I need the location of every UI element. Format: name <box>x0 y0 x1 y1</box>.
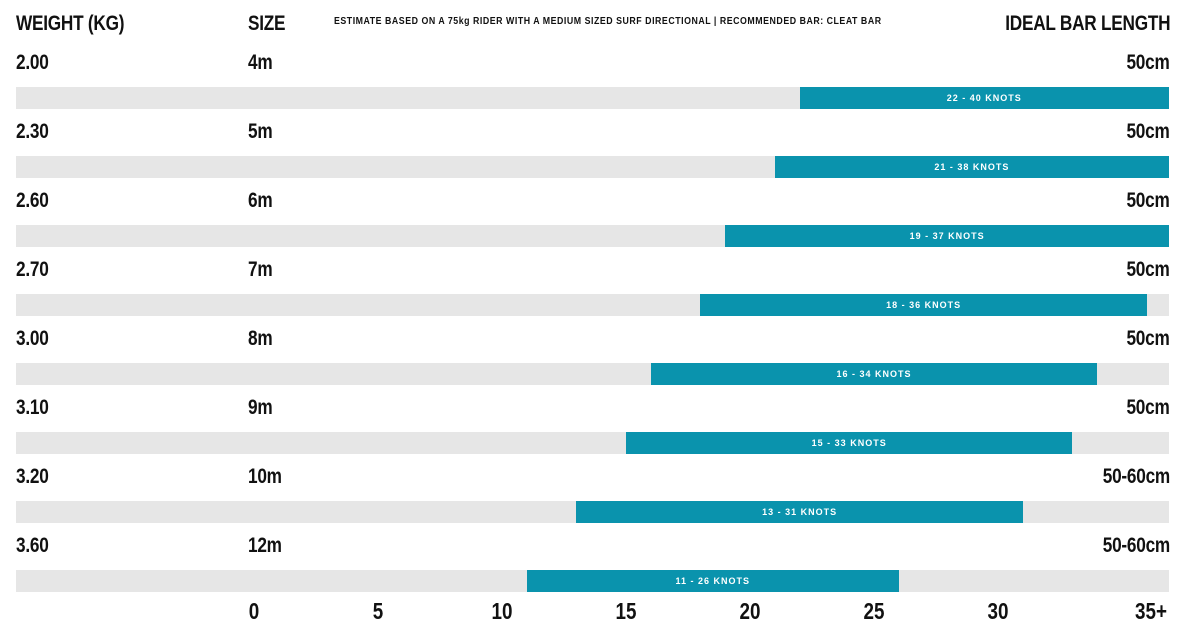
row-bar-length: 50cm <box>1126 258 1170 281</box>
x-tick-label: 30 <box>987 598 1009 624</box>
row-bar-length: 50-60cm <box>1102 534 1170 557</box>
wind-range-bar: 21 - 38 KNOTS <box>774 156 1169 178</box>
wind-range-bar: 22 - 40 KNOTS <box>799 87 1169 109</box>
x-tick-label: 0 <box>248 598 260 624</box>
row-size: 8m <box>248 327 273 350</box>
x-tick-label: 25 <box>863 598 885 624</box>
wind-range-label: 22 - 40 KNOTS <box>946 93 1022 103</box>
wind-range-label: 21 - 38 KNOTS <box>934 162 1010 172</box>
estimate-note: ESTIMATE BASED ON A 75kg RIDER WITH A ME… <box>334 16 882 27</box>
range-track: 19 - 37 KNOTS <box>16 225 1169 247</box>
wind-range-bar: 18 - 36 KNOTS <box>700 294 1147 316</box>
wind-range-label: 15 - 33 KNOTS <box>811 438 887 448</box>
range-track: 18 - 36 KNOTS <box>16 294 1169 316</box>
range-track: 11 - 26 KNOTS <box>16 570 1169 592</box>
row-size: 5m <box>248 120 273 143</box>
wind-range-label: 11 - 26 KNOTS <box>675 576 751 586</box>
x-tick-label: 15 <box>615 598 637 624</box>
wind-range-label: 13 - 31 KNOTS <box>762 507 838 517</box>
wind-range-label: 16 - 34 KNOTS <box>836 369 912 379</box>
x-tick-label: 5 <box>372 598 384 624</box>
row-bar-length: 50cm <box>1126 120 1170 143</box>
row-size: 7m <box>248 258 273 281</box>
range-track: 15 - 33 KNOTS <box>16 432 1169 454</box>
row-weight: 3.20 <box>16 465 49 488</box>
wind-range-bar: 15 - 33 KNOTS <box>626 432 1073 454</box>
range-track: 13 - 31 KNOTS <box>16 501 1169 523</box>
wind-range-label: 18 - 36 KNOTS <box>886 300 962 310</box>
row-weight: 3.10 <box>16 396 49 419</box>
row-size: 6m <box>248 189 273 212</box>
row-bar-length: 50cm <box>1126 189 1170 212</box>
wind-range-label: 19 - 37 KNOTS <box>909 231 985 241</box>
row-bar-length: 50cm <box>1126 396 1170 419</box>
x-tick-label: 20 <box>739 598 761 624</box>
row-weight: 2.60 <box>16 189 49 212</box>
row-bar-length: 50cm <box>1126 327 1170 350</box>
row-bar-length: 50-60cm <box>1102 465 1170 488</box>
wind-range-bar: 11 - 26 KNOTS <box>526 570 899 592</box>
row-size: 4m <box>248 51 273 74</box>
range-track: 22 - 40 KNOTS <box>16 87 1169 109</box>
bar-length-header: IDEAL BAR LENGTH <box>1004 12 1170 35</box>
wind-range-bar: 13 - 31 KNOTS <box>576 501 1023 523</box>
wind-range-bar: 19 - 37 KNOTS <box>725 225 1169 247</box>
x-tick-label: 10 <box>491 598 513 624</box>
row-weight: 3.60 <box>16 534 49 557</box>
row-weight: 2.70 <box>16 258 49 281</box>
row-weight: 2.30 <box>16 120 49 143</box>
size-header: SIZE <box>248 12 286 35</box>
row-size: 10m <box>248 465 282 488</box>
weight-header: WEIGHT (KG) <box>16 12 125 35</box>
row-weight: 3.00 <box>16 327 49 350</box>
wind-range-bar: 16 - 34 KNOTS <box>650 363 1098 385</box>
range-track: 21 - 38 KNOTS <box>16 156 1169 178</box>
row-weight: 2.00 <box>16 51 49 74</box>
row-size: 9m <box>248 396 273 419</box>
row-bar-length: 50cm <box>1126 51 1170 74</box>
row-size: 12m <box>248 534 282 557</box>
x-tick-label: 35+ <box>1135 598 1167 624</box>
range-track: 16 - 34 KNOTS <box>16 363 1169 385</box>
